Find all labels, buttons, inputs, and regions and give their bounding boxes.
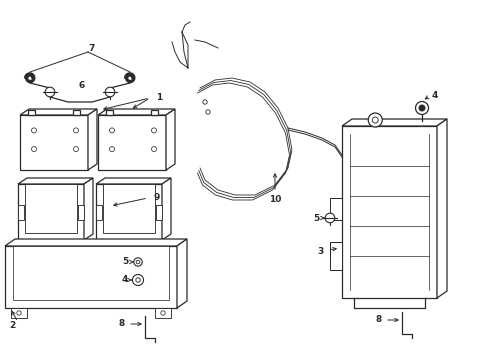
- Text: 4: 4: [431, 90, 437, 99]
- Circle shape: [45, 87, 55, 97]
- Circle shape: [136, 278, 140, 282]
- Circle shape: [132, 274, 143, 285]
- Text: 7: 7: [89, 44, 95, 53]
- Circle shape: [31, 147, 37, 152]
- Text: 5: 5: [312, 213, 319, 222]
- Circle shape: [109, 128, 114, 133]
- Circle shape: [151, 147, 156, 152]
- Circle shape: [371, 117, 378, 123]
- Circle shape: [17, 311, 21, 315]
- Circle shape: [418, 105, 424, 111]
- Bar: [96, 205, 102, 220]
- Circle shape: [31, 128, 37, 133]
- Polygon shape: [162, 178, 171, 240]
- Polygon shape: [88, 109, 97, 170]
- Text: 4: 4: [122, 275, 128, 284]
- Circle shape: [367, 113, 382, 127]
- Circle shape: [203, 100, 207, 104]
- Bar: [329, 198, 341, 220]
- Polygon shape: [18, 178, 93, 184]
- Bar: [20, 115, 88, 170]
- Circle shape: [105, 87, 115, 97]
- Polygon shape: [165, 109, 175, 170]
- Circle shape: [136, 260, 140, 264]
- Circle shape: [161, 311, 165, 315]
- Circle shape: [134, 258, 142, 266]
- Text: 6: 6: [79, 81, 85, 90]
- Polygon shape: [341, 119, 446, 126]
- Bar: [98, 115, 165, 170]
- Circle shape: [109, 147, 114, 152]
- Text: 1: 1: [156, 94, 162, 103]
- Bar: [25, 184, 77, 233]
- Circle shape: [325, 213, 334, 223]
- Polygon shape: [96, 178, 171, 184]
- Bar: [78, 205, 84, 220]
- Text: 5: 5: [122, 257, 128, 266]
- Circle shape: [73, 147, 79, 152]
- Bar: [341, 126, 436, 298]
- Circle shape: [415, 102, 427, 114]
- Bar: [156, 205, 162, 220]
- Bar: [151, 110, 158, 115]
- Circle shape: [205, 110, 210, 114]
- Text: 9: 9: [154, 194, 160, 202]
- Bar: [28, 110, 35, 115]
- Text: 10: 10: [268, 195, 281, 204]
- Polygon shape: [436, 119, 446, 298]
- Bar: [155, 308, 171, 318]
- Polygon shape: [84, 178, 93, 240]
- Polygon shape: [98, 109, 175, 115]
- Bar: [106, 110, 113, 115]
- Text: 8: 8: [119, 320, 125, 328]
- Bar: [5, 246, 177, 308]
- Polygon shape: [177, 239, 186, 308]
- Bar: [96, 184, 162, 240]
- Bar: [73, 110, 80, 115]
- Bar: [11, 308, 27, 318]
- Bar: [18, 205, 24, 220]
- Bar: [13, 246, 169, 300]
- Polygon shape: [5, 239, 186, 246]
- Text: 3: 3: [316, 248, 323, 256]
- Bar: [103, 184, 155, 233]
- Text: 2: 2: [9, 321, 15, 330]
- Polygon shape: [20, 109, 97, 115]
- Bar: [329, 242, 341, 270]
- Circle shape: [151, 128, 156, 133]
- Bar: [18, 184, 84, 240]
- Text: 8: 8: [375, 315, 381, 324]
- Circle shape: [73, 128, 79, 133]
